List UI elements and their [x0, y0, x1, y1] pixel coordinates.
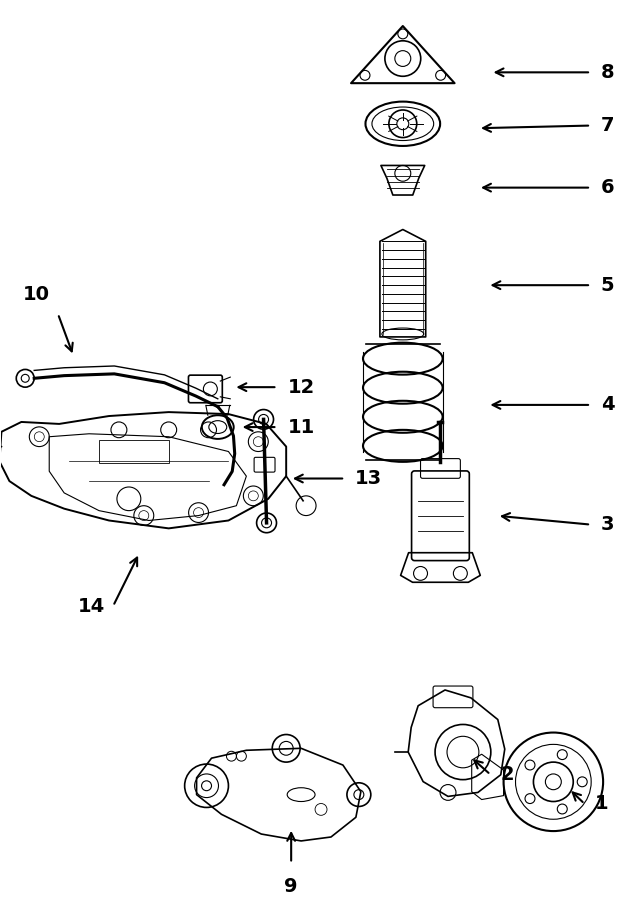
- Text: 7: 7: [601, 116, 614, 135]
- Text: 8: 8: [601, 63, 614, 82]
- Text: 4: 4: [601, 395, 614, 414]
- Text: 12: 12: [287, 378, 314, 397]
- Text: 10: 10: [23, 284, 50, 303]
- Text: 1: 1: [595, 795, 609, 814]
- Text: 14: 14: [78, 597, 105, 616]
- Text: 11: 11: [287, 418, 314, 436]
- Text: 5: 5: [601, 275, 614, 294]
- Text: 9: 9: [284, 878, 298, 896]
- Text: 3: 3: [601, 515, 614, 534]
- Text: 6: 6: [601, 178, 614, 197]
- Text: 2: 2: [501, 765, 514, 784]
- Text: 13: 13: [355, 469, 382, 488]
